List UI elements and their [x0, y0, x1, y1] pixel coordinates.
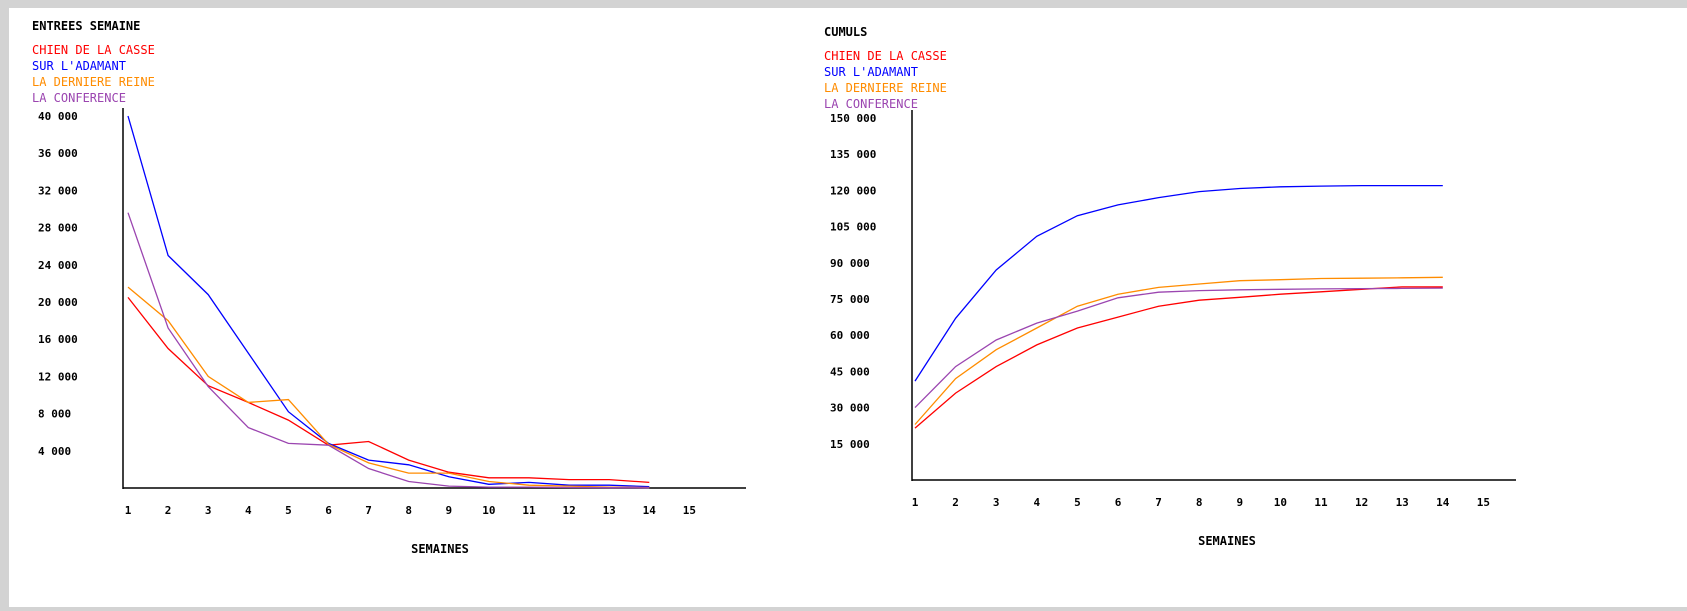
chart2-x-tick-label: 13 — [1396, 496, 1409, 509]
chart2-series-line — [914, 184, 1443, 382]
chart2-x-axis-label: SEMAINES — [1198, 534, 1256, 548]
chart2-x-tick-label: 14 — [1436, 496, 1450, 509]
chart2-y-tick-label: 135 000 — [830, 148, 876, 161]
chart1-series-line — [127, 115, 650, 488]
chart2-x-tick-label: 6 — [1115, 496, 1122, 509]
chart1-y-tick-label: 36 000 — [38, 147, 78, 160]
chart2-series-line — [914, 276, 1443, 425]
chart1-x-tick-label: 14 — [643, 504, 657, 517]
chart1-title: ENTREES SEMAINE — [32, 19, 140, 33]
chart2-x-tick-label: 3 — [993, 496, 1000, 509]
chart1-x-tick-label: 13 — [603, 504, 616, 517]
chart1-y-tick-label: 28 000 — [38, 222, 78, 235]
chart2-title: CUMULS — [824, 25, 867, 39]
chart1-series-line — [127, 286, 650, 489]
chart2-x-tick-label: 2 — [952, 496, 959, 509]
charts-canvas: ENTREES SEMAINE CHIEN DE LA CASSE SUR L'AD… — [32, 19, 1516, 556]
chart2-y-tick-label: 90 000 — [830, 257, 870, 270]
chart1-x-tick-label: 3 — [205, 504, 212, 517]
chart1-x-tick-label: 12 — [562, 504, 575, 517]
chart2-x-tick-label: 5 — [1074, 496, 1081, 509]
chart2-legend-entry: SUR L'ADAMANT — [824, 65, 918, 79]
chart2-y-tick-label: 105 000 — [830, 221, 876, 234]
chart1-y-tick-label: 32 000 — [38, 184, 78, 197]
chart2-y-tick-label: 75 000 — [830, 293, 870, 306]
chart2-y-tick-label: 150 000 — [830, 112, 876, 125]
chart1-y-tick-label: 8 000 — [38, 408, 71, 421]
chart1-x-tick-label: 1 — [125, 504, 132, 517]
chart1-x-tick-label: 9 — [445, 504, 452, 517]
chart2-y-tick-label: 30 000 — [830, 402, 870, 415]
chart1-series-line — [127, 212, 650, 489]
chart2-x-tick-label: 8 — [1196, 496, 1203, 509]
chart1-y-tick-label: 4 000 — [38, 445, 71, 458]
chart1-legend-entry: LA CONFERENCE — [32, 91, 126, 105]
chart1-legend-entry: CHIEN DE LA CASSE — [32, 43, 155, 57]
chart2-x-tick-label: 10 — [1274, 496, 1287, 509]
chart2-y-tick-label: 45 000 — [830, 365, 870, 378]
chart1-series-line — [127, 296, 650, 484]
chart2-x-tick-label: 4 — [1033, 496, 1040, 509]
chart2-x-tick-label: 11 — [1314, 496, 1328, 509]
chart1-x-tick-label: 6 — [325, 504, 332, 517]
chart1-x-tick-label: 15 — [683, 504, 696, 517]
chart2-x-tick-label: 1 — [912, 496, 919, 509]
chart1-legend-entry: LA DERNIERE REINE — [32, 75, 155, 89]
chart1-x-tick-label: 2 — [165, 504, 172, 517]
chart1-x-axis-label: SEMAINES — [411, 542, 469, 556]
chart1-y-tick-label: 16 000 — [38, 333, 78, 346]
chart2-legend-entry: LA CONFERENCE — [824, 97, 918, 111]
chart2-legend-entry: LA DERNIERE REINE — [824, 81, 947, 95]
chart1-x-tick-label: 10 — [482, 504, 495, 517]
chart2-y-tick-label: 120 000 — [830, 184, 876, 197]
chart2-y-tick-label: 60 000 — [830, 329, 870, 342]
chart2-x-tick-label: 9 — [1236, 496, 1243, 509]
chart1-y-tick-label: 24 000 — [38, 259, 78, 272]
chart2-x-tick-label: 12 — [1355, 496, 1368, 509]
chart1-x-tick-label: 5 — [285, 504, 292, 517]
chart1-x-tick-label: 4 — [245, 504, 252, 517]
chart1-legend-entry: SUR L'ADAMANT — [32, 59, 126, 73]
chart1-y-tick-label: 12 000 — [38, 370, 78, 383]
chart-panel: ENTREES SEMAINE CHIEN DE LA CASSE SUR L'AD… — [9, 8, 1687, 607]
chart1-y-tick-label: 20 000 — [38, 296, 78, 309]
chart2-series-line — [914, 286, 1443, 429]
chart1-y-tick-label: 40 000 — [38, 110, 78, 123]
chart2-y-tick-label: 15 000 — [830, 438, 870, 451]
chart2-series-line — [914, 287, 1443, 409]
chart2-x-tick-label: 7 — [1155, 496, 1162, 509]
chart2-legend-entry: CHIEN DE LA CASSE — [824, 49, 947, 63]
chart1-x-tick-label: 8 — [405, 504, 412, 517]
chart2-x-tick-label: 15 — [1477, 496, 1490, 509]
chart1-x-tick-label: 11 — [522, 504, 536, 517]
chart1-x-tick-label: 7 — [365, 504, 372, 517]
